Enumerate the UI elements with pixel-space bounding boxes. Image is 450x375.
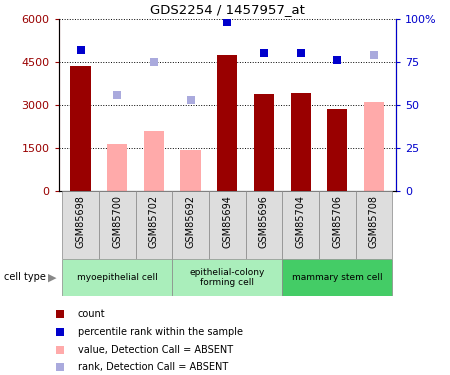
Text: GSM85706: GSM85706 bbox=[332, 195, 342, 248]
Bar bbox=[291, 93, 310, 191]
Point bbox=[187, 97, 194, 103]
Bar bbox=[180, 150, 201, 191]
Bar bbox=[319, 191, 356, 259]
Text: value, Detection Call = ABSENT: value, Detection Call = ABSENT bbox=[78, 345, 233, 355]
Text: GSM85700: GSM85700 bbox=[112, 195, 122, 248]
Bar bbox=[70, 66, 90, 191]
Text: GSM85692: GSM85692 bbox=[185, 195, 196, 248]
Text: count: count bbox=[78, 309, 106, 319]
Bar bbox=[327, 110, 347, 191]
Bar bbox=[356, 191, 392, 259]
Text: epithelial-colony
forming cell: epithelial-colony forming cell bbox=[189, 268, 265, 287]
Point bbox=[261, 50, 268, 56]
Bar bbox=[364, 102, 384, 191]
Bar bbox=[172, 259, 282, 296]
Bar bbox=[217, 55, 237, 191]
Point bbox=[370, 52, 378, 58]
Text: GSM85702: GSM85702 bbox=[149, 195, 159, 248]
Bar bbox=[172, 191, 209, 259]
Bar bbox=[209, 191, 246, 259]
Point bbox=[113, 92, 121, 98]
Point bbox=[334, 57, 341, 63]
Text: GSM85696: GSM85696 bbox=[259, 195, 269, 248]
Bar bbox=[282, 259, 392, 296]
Text: GSM85694: GSM85694 bbox=[222, 195, 232, 248]
Point bbox=[320, 104, 328, 110]
Point bbox=[320, 261, 328, 267]
Bar bbox=[282, 191, 319, 259]
Text: percentile rank within the sample: percentile rank within the sample bbox=[78, 327, 243, 337]
Text: myoepithelial cell: myoepithelial cell bbox=[77, 273, 158, 282]
Bar bbox=[135, 191, 172, 259]
Point bbox=[297, 50, 304, 56]
Bar bbox=[246, 191, 282, 259]
Point bbox=[150, 59, 158, 65]
Bar bbox=[107, 144, 127, 191]
Text: GSM85708: GSM85708 bbox=[369, 195, 379, 248]
Text: ▶: ▶ bbox=[48, 273, 56, 282]
Bar bbox=[99, 191, 135, 259]
Bar bbox=[254, 94, 274, 191]
Point bbox=[224, 19, 231, 25]
Text: mammary stem cell: mammary stem cell bbox=[292, 273, 382, 282]
Text: GSM85698: GSM85698 bbox=[76, 195, 86, 248]
Bar bbox=[144, 131, 164, 191]
Text: rank, Detection Call = ABSENT: rank, Detection Call = ABSENT bbox=[78, 362, 228, 372]
Text: cell type: cell type bbox=[4, 273, 50, 282]
Bar bbox=[62, 259, 172, 296]
Text: GSM85704: GSM85704 bbox=[296, 195, 306, 248]
Title: GDS2254 / 1457957_at: GDS2254 / 1457957_at bbox=[150, 3, 305, 16]
Point bbox=[77, 47, 84, 53]
Bar bbox=[62, 191, 99, 259]
